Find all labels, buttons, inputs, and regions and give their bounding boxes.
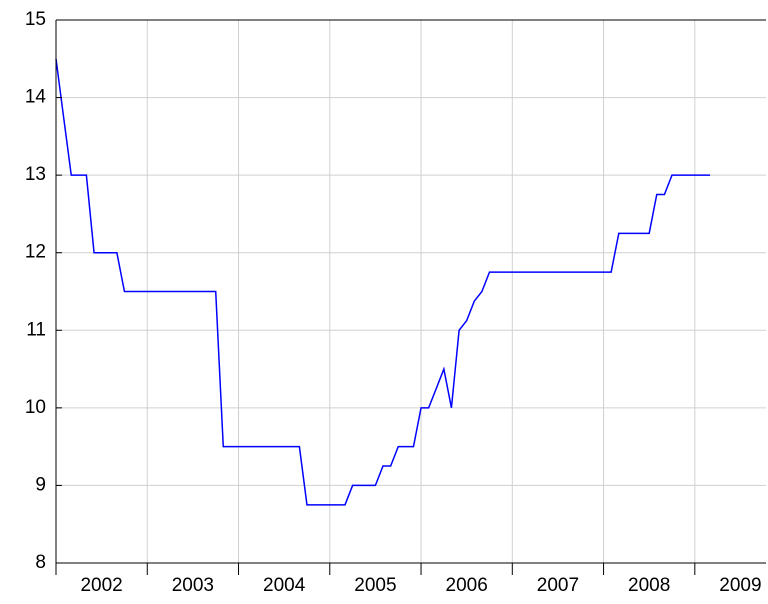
plot <box>55 58 711 506</box>
x-tick-label: 2004 <box>263 575 306 596</box>
x-tick-label: 2006 <box>446 575 488 596</box>
y-tick-label: 13 <box>25 164 46 185</box>
y-tick-label: 8 <box>35 552 46 573</box>
x-tick-label: 2008 <box>628 575 670 596</box>
axes: 8 9 10 11 12 13 14 15 2002 2003 2004 2005 2006 2007 20… <box>25 9 766 596</box>
y-tick-label: 12 <box>25 242 46 263</box>
x-tick-label: 2002 <box>80 575 122 596</box>
y-tick-label: 11 <box>26 319 46 340</box>
y-tick-label: 9 <box>35 474 46 495</box>
line-series <box>55 58 711 506</box>
y-tick-label: 15 <box>25 9 46 30</box>
grid <box>56 20 766 563</box>
y-tick-label: 14 <box>25 87 47 108</box>
y-tick-label: 10 <box>25 397 46 418</box>
x-tick-label: 2007 <box>537 575 579 596</box>
x-tick-label: 2003 <box>172 575 214 596</box>
x-tick-label: 2009 <box>719 575 761 596</box>
x-tick-label: 2005 <box>354 575 396 596</box>
